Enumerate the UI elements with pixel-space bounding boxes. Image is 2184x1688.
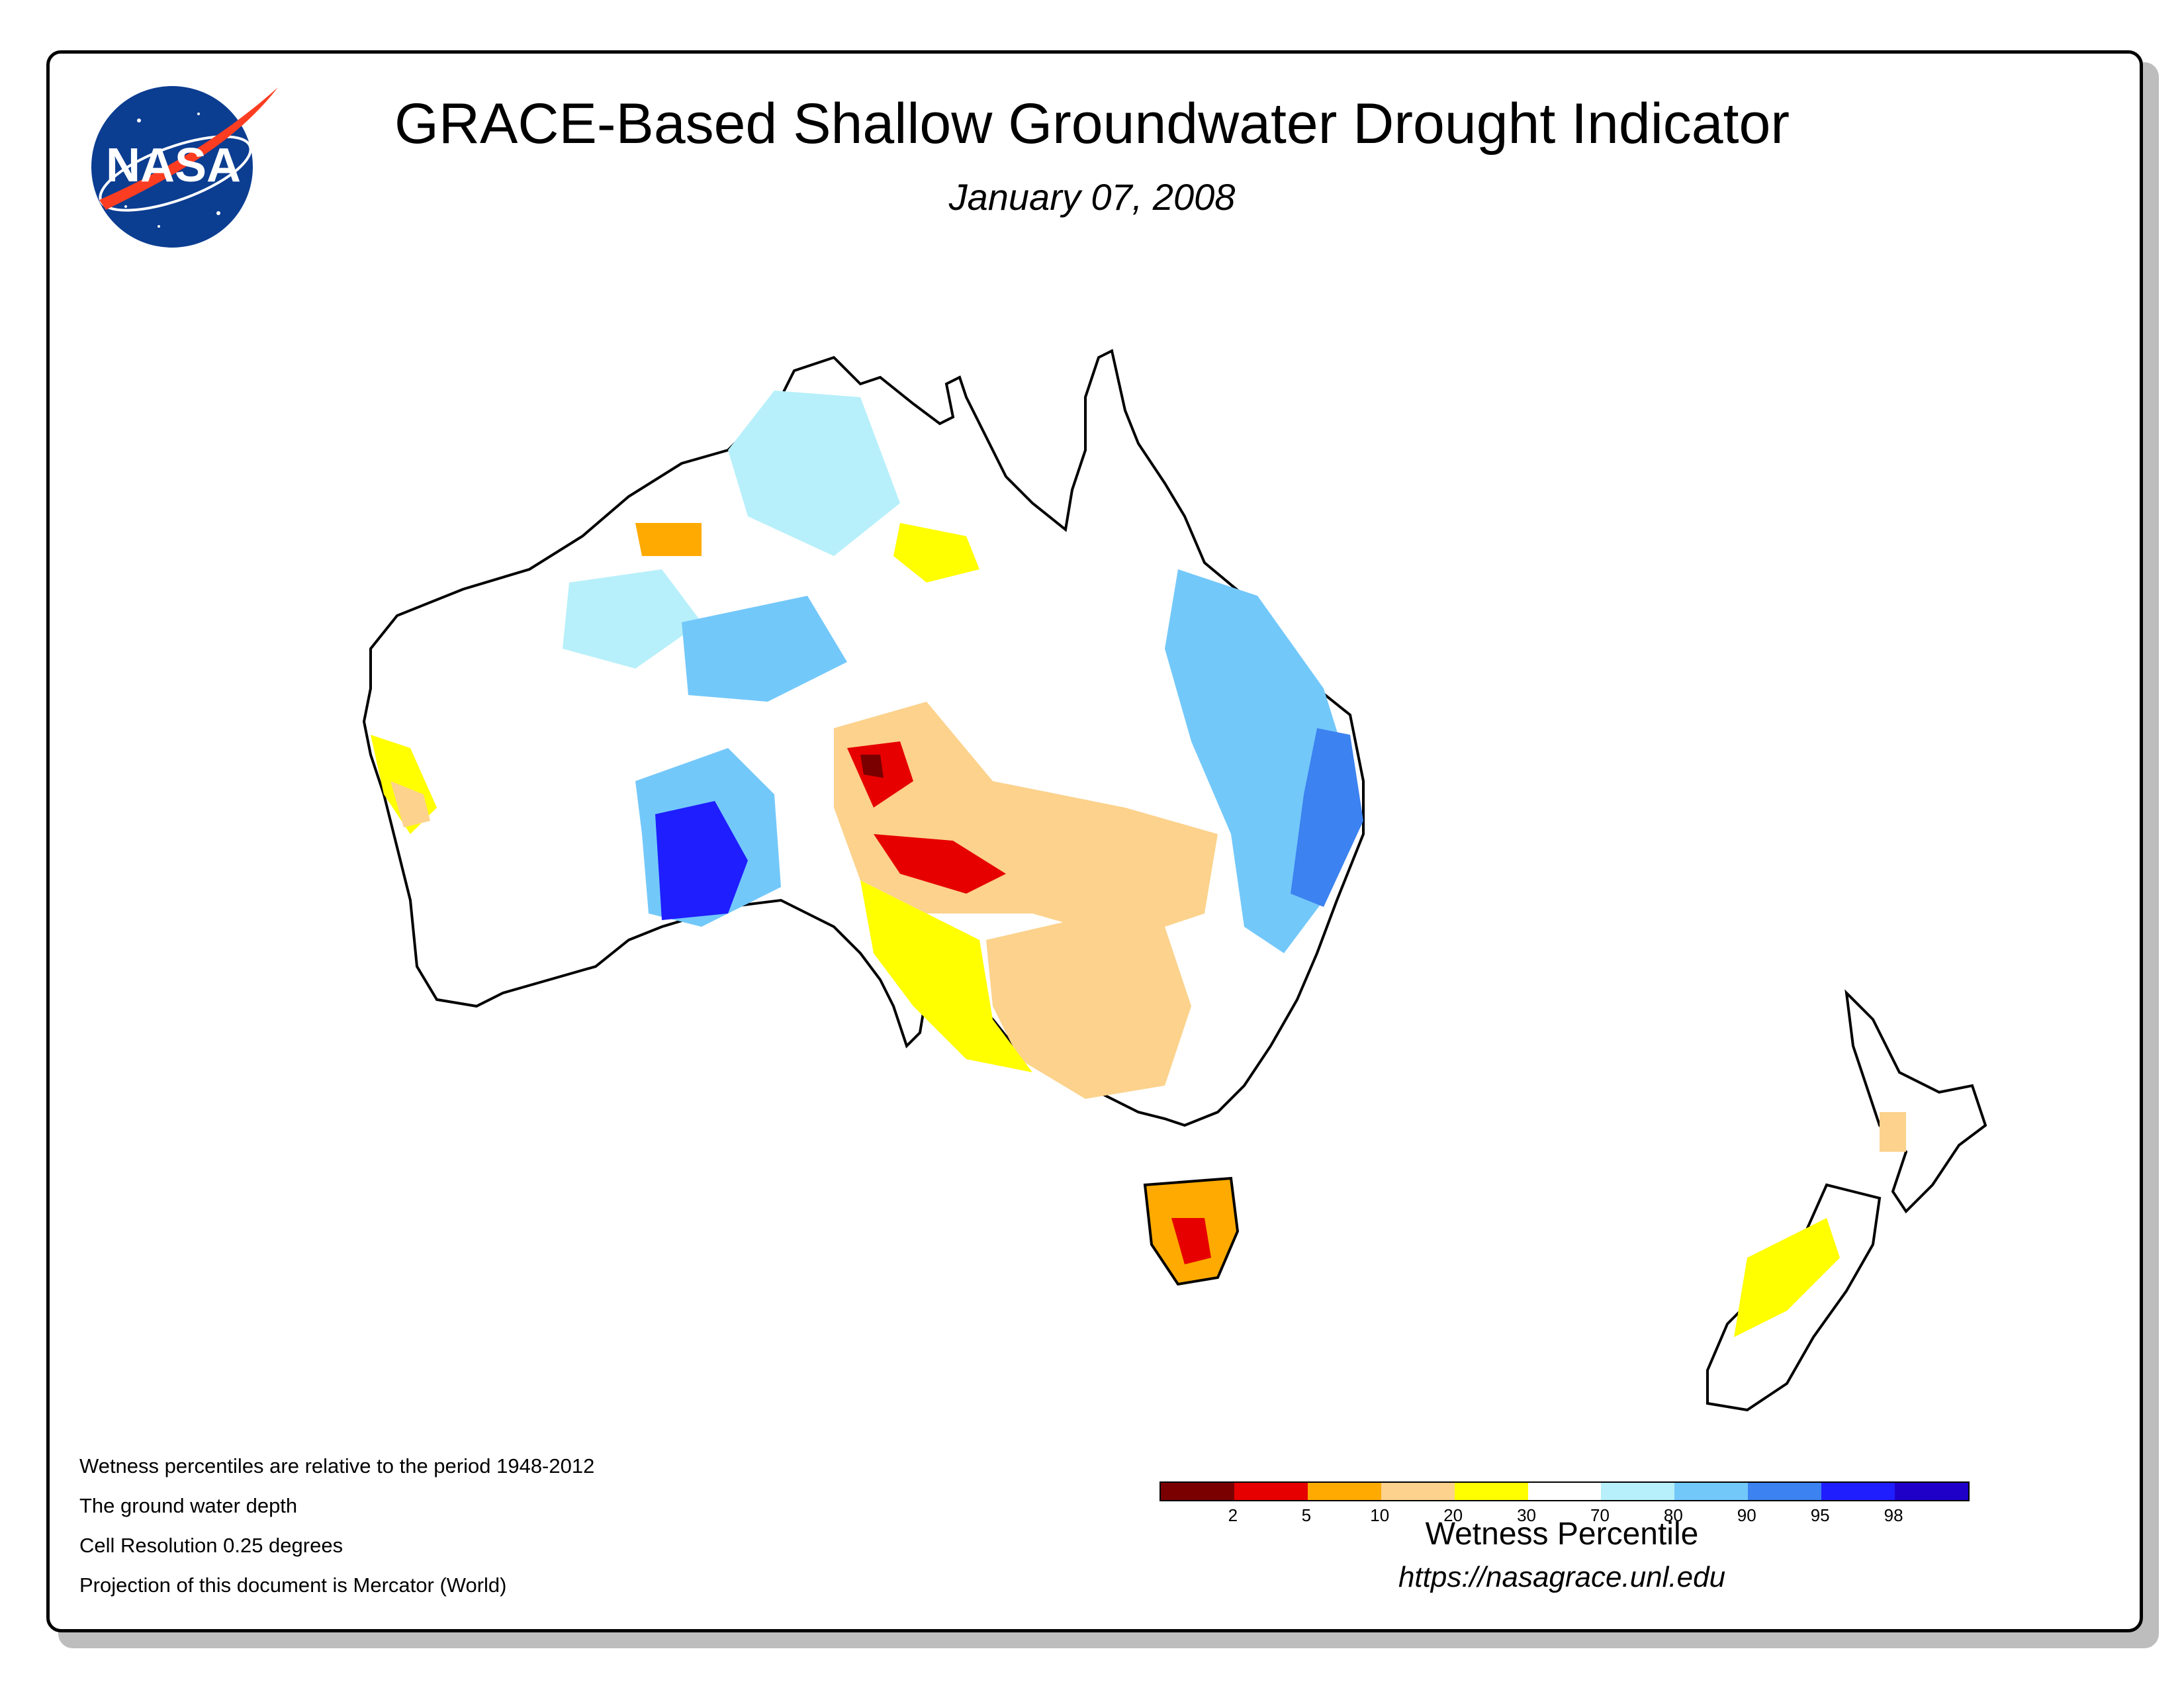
legend-swatch	[1161, 1483, 1234, 1500]
australia-map	[362, 349, 1365, 1286]
wet-kimberley	[563, 569, 702, 669]
nz-south-dry-band	[1734, 1218, 1840, 1337]
map-notes: Wetness percentiles are relative to the …	[79, 1446, 594, 1605]
nasa-logo-text: NASA	[106, 139, 241, 192]
legend-swatch	[1381, 1483, 1455, 1500]
dry-nw-patch	[635, 523, 702, 556]
new-zealand-map	[1706, 989, 1987, 1412]
legend-tick-label: 80	[1663, 1505, 1683, 1525]
legend-tick-label: 2	[1228, 1505, 1238, 1525]
legend-swatch	[1748, 1483, 1822, 1500]
legend: 2 5 10 20 30 70 80 90 95 98	[1160, 1481, 1970, 1525]
legend-swatch	[1895, 1483, 1968, 1500]
legend-swatch	[1821, 1483, 1895, 1500]
legend-tick-label: 98	[1884, 1505, 1903, 1525]
legend-swatch	[1454, 1483, 1528, 1500]
nz-north-island	[1844, 989, 1987, 1214]
legend-swatch	[1234, 1483, 1308, 1500]
legend-swatch	[1601, 1483, 1675, 1500]
legend-ticks: 2 5 10 20 30 70 80 90 95 98	[1160, 1501, 1970, 1525]
legend-swatch	[1674, 1483, 1749, 1500]
legend-tick-label: 30	[1517, 1505, 1536, 1525]
legend-tick-label: 10	[1370, 1505, 1390, 1525]
wet-north-region	[728, 391, 900, 556]
legend-tick-label: 70	[1590, 1505, 1610, 1525]
note-depth: The ground water depth	[79, 1494, 298, 1517]
map-date: January 07, 2008	[948, 176, 1236, 218]
nz-north-dry-patch	[1880, 1112, 1906, 1152]
note-projection: Projection of this document is Mercator …	[79, 1573, 507, 1597]
exceptional-drought-patch	[860, 755, 884, 778]
dry-north-patch	[893, 523, 979, 583]
note-resolution: Cell Resolution 0.25 degrees	[79, 1534, 343, 1557]
legend-tick-label: 20	[1443, 1505, 1463, 1525]
dry-southeast-region	[986, 920, 1191, 1099]
source-url: https://nasagrace.unl.edu	[1398, 1561, 1726, 1593]
page-title: GRACE-Based Shallow Groundwater Drought …	[394, 92, 1790, 156]
wet-central-north	[682, 596, 847, 702]
legend-color-bar	[1160, 1481, 1970, 1501]
nasa-logo: NASA	[91, 86, 278, 248]
legend-swatch	[1527, 1483, 1602, 1500]
abnormally-dry-band	[860, 880, 1032, 1072]
legend-swatch	[1307, 1483, 1381, 1500]
note-period: Wetness percentiles are relative to the …	[79, 1454, 595, 1477]
legend-tick-label: 95	[1810, 1505, 1830, 1525]
very-wet-southwest	[655, 801, 748, 920]
tasmania-severe-patch	[1171, 1218, 1211, 1264]
very-wet-east-coast	[1291, 728, 1363, 907]
drought-central-patch-2	[874, 834, 1006, 894]
legend-tick-label: 90	[1737, 1505, 1756, 1525]
legend-tick-label: 5	[1301, 1505, 1312, 1525]
dry-west-coast-core	[390, 781, 430, 827]
legend-title: Wetness Percentile	[1425, 1517, 1699, 1552]
